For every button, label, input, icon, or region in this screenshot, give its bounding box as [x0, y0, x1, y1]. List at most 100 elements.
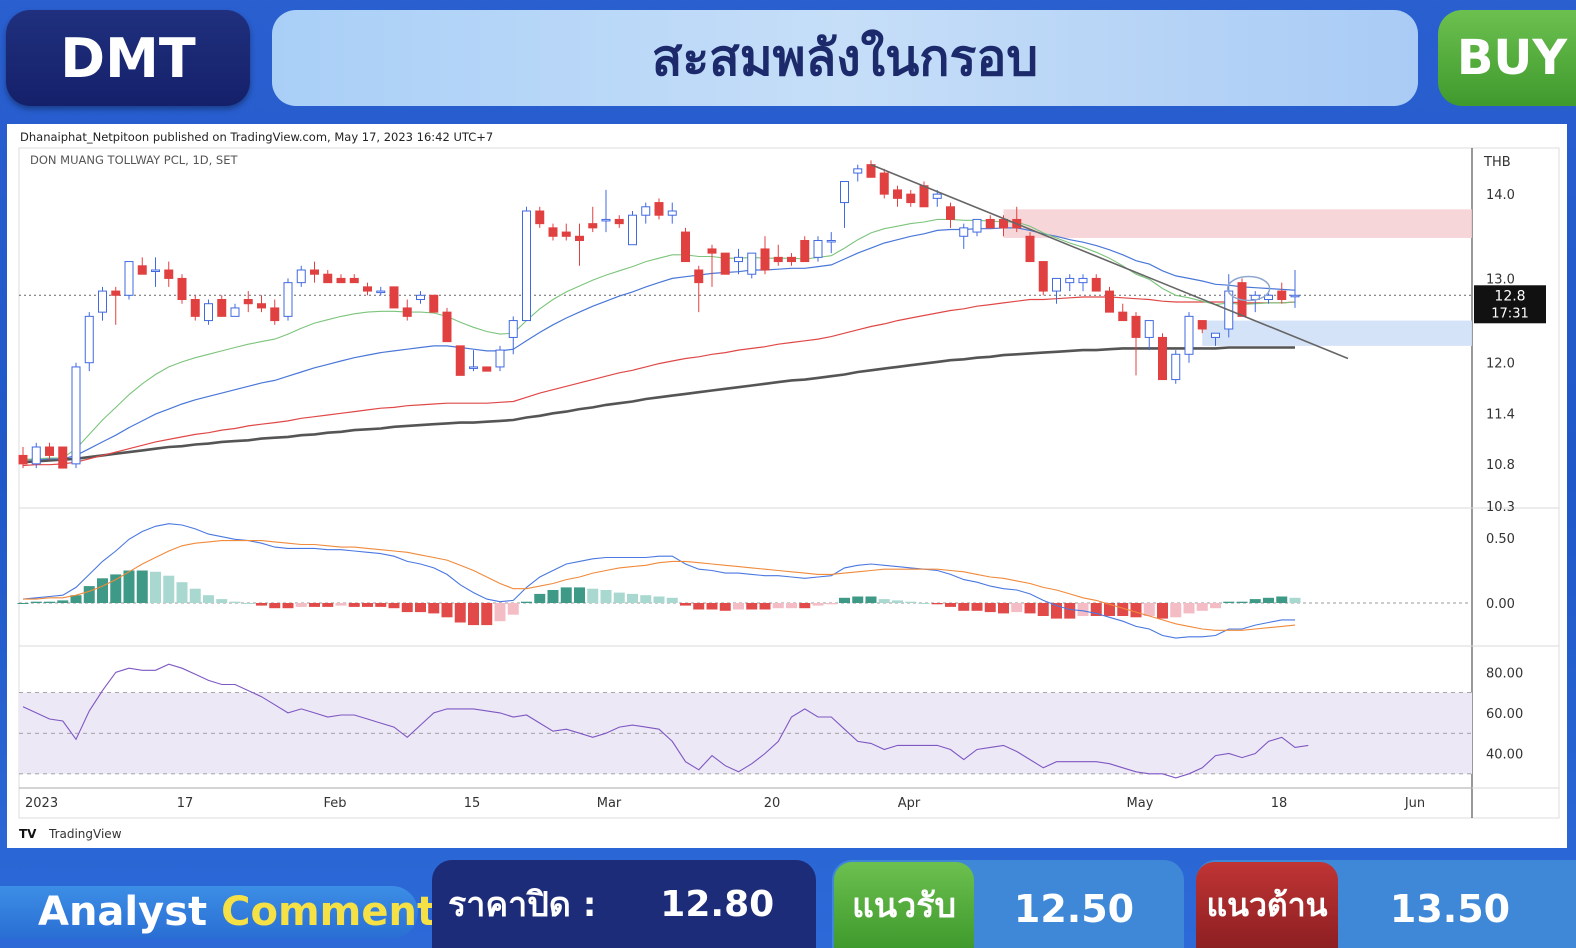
candle-body [296, 269, 306, 284]
candle-body [575, 235, 584, 241]
macd-bar [401, 603, 413, 613]
candle-body [932, 193, 942, 199]
resistance-label: แนวต้าน [1196, 862, 1338, 948]
candle-body [270, 307, 280, 322]
macd-bar [176, 582, 188, 603]
macd-bar [44, 601, 55, 603]
candle-body [495, 349, 505, 368]
macd-bar [1117, 603, 1129, 616]
macd-bar [441, 603, 453, 618]
macd-bar [640, 595, 652, 603]
candle-body [455, 345, 465, 376]
support-value: 12.50 [1013, 887, 1135, 931]
candle-body [124, 261, 134, 296]
candle-body [376, 290, 386, 294]
macd-bar [1223, 601, 1235, 603]
candle-body [1131, 315, 1141, 338]
candle-body [164, 269, 174, 279]
macd-bar [719, 603, 731, 611]
candle-body [959, 227, 969, 237]
candles-group [18, 160, 1300, 469]
candle-body [18, 454, 28, 465]
macd-bar [1170, 603, 1182, 618]
macd-bar [1037, 603, 1049, 616]
candle-body [151, 269, 160, 272]
macd-bar [375, 603, 387, 607]
price-tick-label: 13.0 [1486, 272, 1515, 287]
time-tick-label: 18 [1271, 796, 1288, 811]
macd-bar [1196, 603, 1208, 611]
candle-body [137, 265, 147, 275]
macd-bar [454, 603, 466, 623]
macd-bar [481, 603, 493, 626]
candle-body [893, 189, 902, 199]
time-tick-label: Apr [898, 796, 921, 811]
macd-tick-label: 0.50 [1486, 532, 1515, 547]
signal-badge: BUY [1438, 10, 1576, 106]
last-price-label: 12.8 [1494, 288, 1525, 304]
macd-bar [110, 574, 122, 603]
close-price-label: ราคาปิด : [448, 885, 597, 925]
macd-bar [388, 603, 400, 609]
macd-bar [1024, 603, 1036, 614]
rsi-tick-label: 60.00 [1486, 707, 1523, 722]
price-tick-label: 12.0 [1486, 357, 1515, 372]
macd-bar [189, 588, 201, 603]
ticker-badge: DMT [6, 10, 250, 106]
chart-svg[interactable]: Dhanaiphat_Netpitoon published on Tradin… [7, 124, 1567, 848]
candle-body [402, 307, 412, 317]
support-label: แนวรับ [834, 862, 974, 948]
ema-slow-line [22, 296, 1296, 467]
candle-body [469, 366, 478, 369]
macd-histogram [17, 570, 1301, 626]
candle-body [906, 193, 916, 204]
candle-body [985, 218, 995, 229]
macd-bar [150, 571, 161, 603]
price-tick-label: 14.0 [1486, 188, 1515, 203]
macd-bar [17, 603, 29, 604]
ema-long-line [22, 346, 1295, 464]
candle-body [1171, 353, 1181, 381]
macd-bar [772, 603, 784, 609]
ema-fast-line [22, 218, 1296, 461]
macd-bar [136, 570, 148, 603]
chart-panel: Dhanaiphat_Netpitoon published on Tradin… [7, 124, 1567, 848]
candle-body [177, 277, 187, 301]
macd-bar [1157, 603, 1168, 619]
candle-body [1118, 311, 1128, 322]
macd-bar [468, 603, 479, 626]
candle-body [482, 366, 492, 372]
macd-bar [746, 603, 758, 610]
macd-bar [812, 603, 824, 606]
candle-body [1144, 320, 1154, 338]
candle-body [349, 277, 359, 284]
macd-bar [309, 603, 320, 607]
macd-bar [242, 603, 254, 604]
rsi-tick-label: 40.00 [1486, 748, 1523, 763]
candle-body [1158, 336, 1167, 381]
macd-bar [322, 603, 334, 607]
candle-body [1065, 277, 1075, 284]
macd-bar [123, 570, 135, 603]
tradingview-brand[interactable]: TV TradingView [19, 827, 122, 841]
candle-body [946, 206, 955, 220]
candle-body [217, 299, 227, 317]
close-price-box: ราคาปิด : 12.80 [432, 860, 816, 948]
candle-body [508, 320, 518, 338]
candle-body [641, 206, 651, 216]
macd-bar [335, 603, 347, 606]
candle-body [1052, 277, 1061, 292]
analyst-word: Analyst [38, 889, 208, 935]
macd-bar [945, 603, 956, 607]
macd-bar [1064, 603, 1076, 619]
candle-body [1038, 261, 1048, 292]
macd-bar [971, 603, 983, 611]
macd-bar [984, 603, 996, 613]
macd-bar [799, 603, 811, 609]
time-tick-label: 20 [764, 796, 781, 811]
ema-mid-line [23, 227, 1296, 461]
candle-body [813, 240, 823, 258]
candle-body [694, 269, 704, 284]
macd-bar [534, 593, 546, 603]
candle-body [919, 185, 929, 208]
